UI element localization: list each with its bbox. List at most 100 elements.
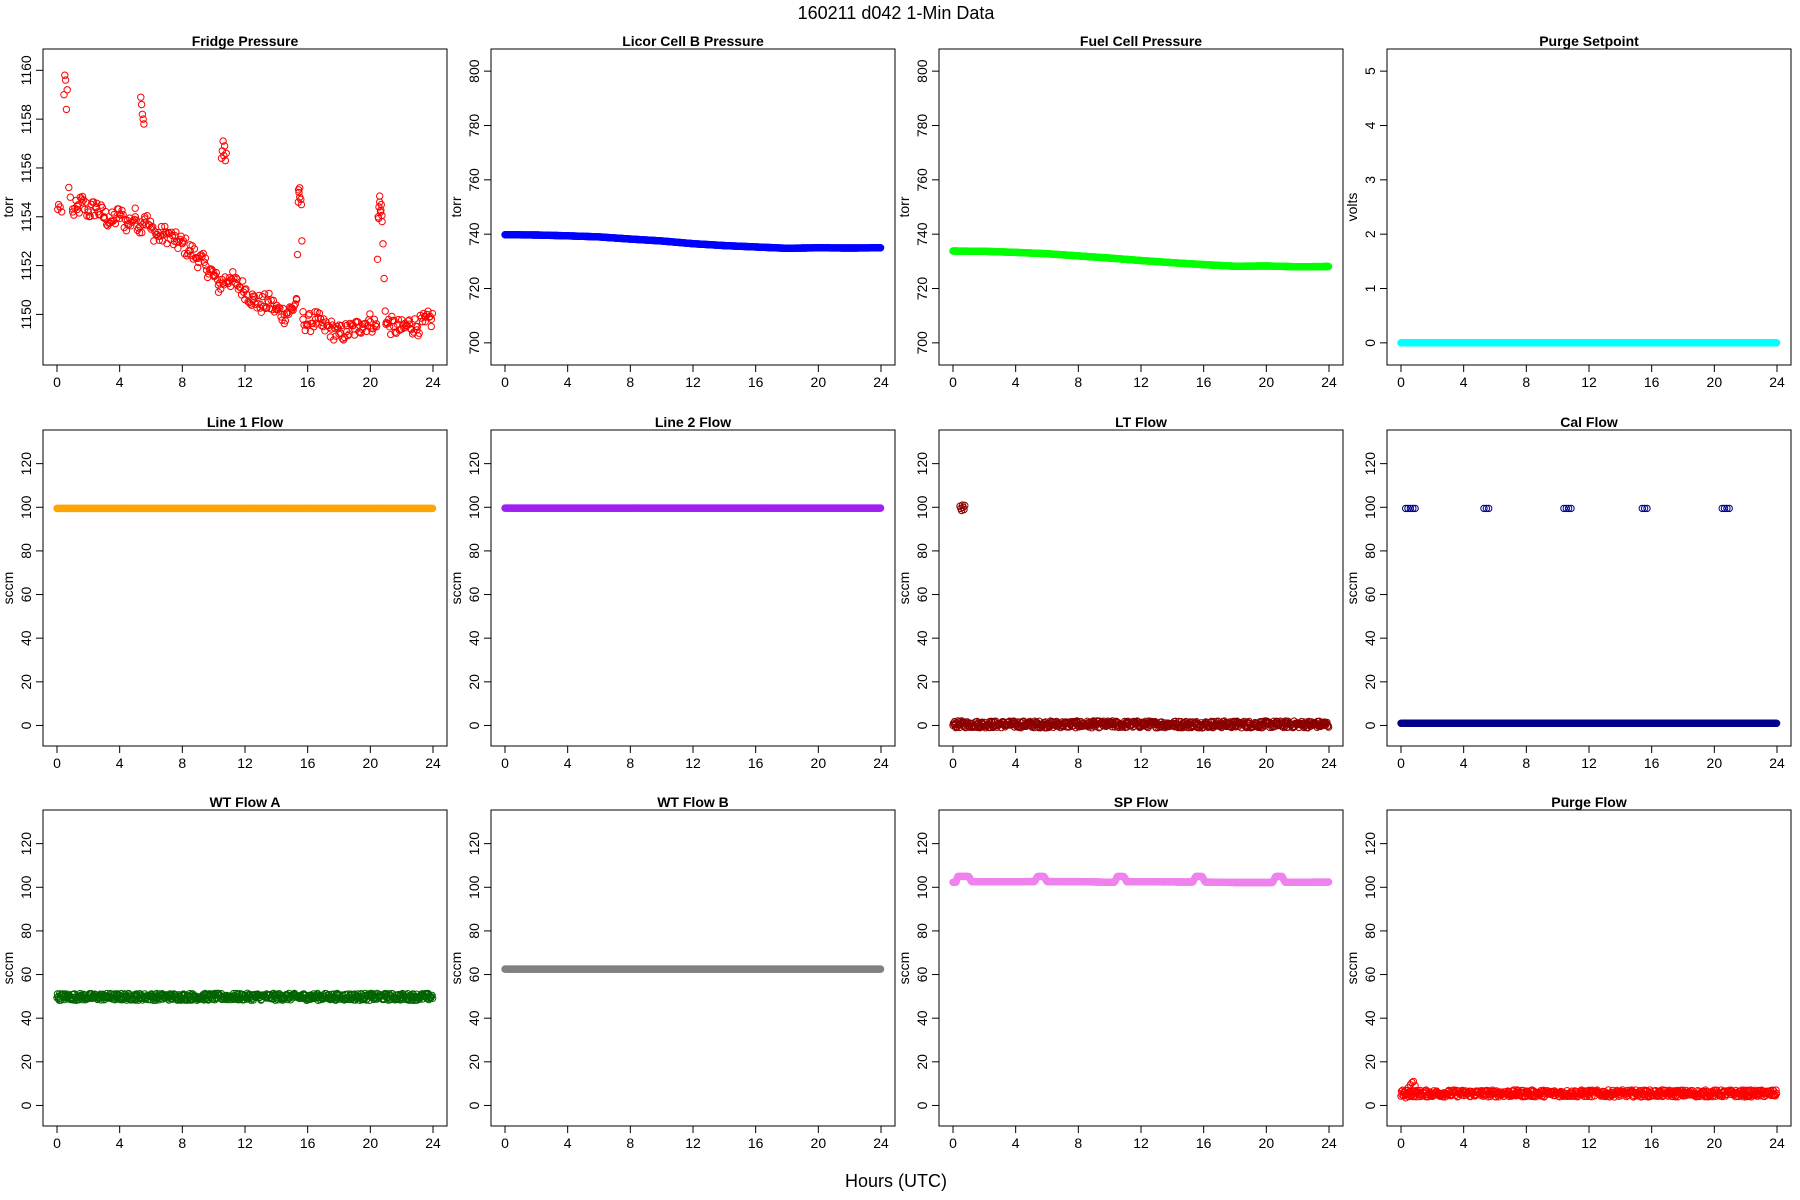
data-point	[172, 228, 180, 236]
data-point	[201, 254, 210, 262]
data-point	[139, 115, 147, 123]
y-tick-label: 5	[1362, 67, 1378, 75]
y-tick-label: 120	[18, 452, 34, 476]
y-tick-label: 1154	[18, 201, 34, 231]
x-tick-label: 0	[501, 755, 509, 771]
data-point	[405, 316, 413, 324]
x-tick-label: 16	[1644, 374, 1660, 390]
data-point	[292, 294, 301, 303]
data-point	[129, 217, 137, 225]
data-point	[295, 188, 303, 197]
y-tick-label: 740	[914, 222, 930, 246]
plot-frame	[938, 48, 1344, 366]
data-point	[61, 76, 70, 84]
y-axis-label: torr	[896, 196, 912, 217]
data-point	[391, 328, 399, 336]
data-point	[217, 154, 226, 162]
y-tick-label: 40	[1362, 630, 1378, 646]
y-tick-label: 1160	[18, 55, 34, 85]
y-tick-label: 720	[914, 277, 930, 301]
data-point	[276, 304, 284, 312]
data-point	[366, 310, 374, 318]
data-point	[175, 237, 183, 245]
plot-frame	[490, 429, 896, 747]
x-tick-label: 16	[748, 755, 764, 771]
data-point	[155, 236, 164, 244]
x-tick-label: 12	[1133, 755, 1149, 771]
data-point	[404, 317, 412, 325]
data-point	[299, 308, 307, 316]
data-points	[53, 504, 437, 513]
x-tick-label: 12	[685, 755, 701, 771]
x-tick-label: 12	[685, 374, 701, 390]
data-point	[145, 221, 154, 229]
x-tick-label: 16	[748, 374, 764, 390]
x-tick-label: 4	[116, 755, 124, 771]
y-tick-label: 120	[1362, 452, 1378, 476]
data-point	[226, 282, 235, 291]
x-tick-label: 0	[949, 374, 957, 390]
data-point	[73, 202, 81, 210]
data-point	[322, 318, 330, 326]
plot-frame	[42, 429, 448, 747]
data-point	[428, 504, 437, 513]
data-point	[242, 285, 250, 293]
y-tick-label: 1	[1362, 284, 1378, 292]
y-tick-label: 80	[18, 543, 34, 559]
data-point	[219, 137, 227, 145]
x-tick-label: 12	[1133, 374, 1149, 390]
x-tick-label: 0	[501, 374, 509, 390]
x-tick-label: 0	[53, 374, 61, 390]
data-point	[246, 300, 255, 308]
y-tick-label: 100	[466, 495, 482, 519]
data-point	[1324, 262, 1333, 271]
data-point	[79, 196, 88, 204]
data-points	[1397, 504, 1781, 727]
x-tick-label: 20	[1259, 755, 1275, 771]
data-point	[1772, 339, 1781, 347]
data-point	[254, 299, 262, 308]
data-points	[501, 504, 885, 512]
data-point	[395, 326, 404, 334]
y-tick-label: 100	[18, 495, 34, 519]
y-tick-label: 780	[466, 114, 482, 138]
figure-title: 160211 d042 1-Min Data	[798, 3, 996, 23]
panel-title: LT Flow	[1115, 414, 1167, 430]
y-axis-label: sccm	[0, 572, 16, 605]
data-point	[111, 219, 120, 228]
y-tick-label: 20	[18, 674, 34, 690]
data-point	[160, 230, 168, 239]
data-point	[137, 100, 146, 109]
data-point	[304, 311, 313, 319]
panel-title: Line 1 Flow	[207, 414, 283, 430]
data-point	[421, 312, 429, 320]
data-point	[86, 212, 94, 221]
y-axis-label: sccm	[896, 572, 912, 605]
x-axis: 0 4 8 12 16 20 24	[53, 364, 441, 390]
x-tick-label: 16	[1644, 755, 1660, 771]
x-axis: 0 4 8 12 16 20 24	[53, 745, 441, 771]
x-tick-label: 8	[1522, 374, 1530, 390]
data-point	[220, 142, 229, 150]
y-tick-label: 1158	[18, 104, 34, 134]
y-tick-label: 3	[1362, 176, 1378, 184]
data-point	[289, 306, 297, 314]
data-point	[259, 302, 268, 311]
data-point	[127, 222, 135, 230]
data-point	[315, 309, 324, 317]
data-point	[181, 234, 190, 242]
data-point	[311, 308, 319, 316]
x-tick-label: 8	[626, 374, 634, 390]
y-tick-label: 760	[466, 168, 482, 192]
x-axis: 0 4 8 12 16 20 24	[501, 745, 889, 771]
x-tick-label: 24	[425, 755, 441, 771]
data-point	[134, 224, 143, 232]
data-point	[330, 336, 338, 344]
